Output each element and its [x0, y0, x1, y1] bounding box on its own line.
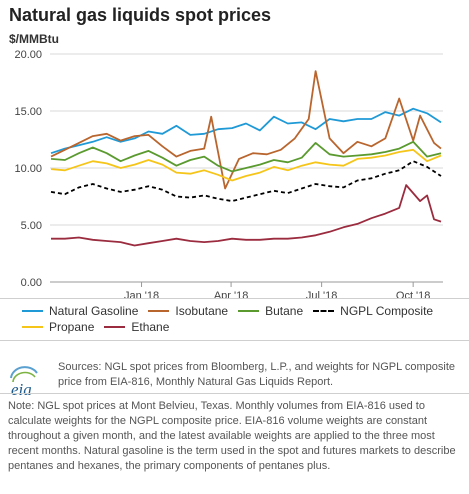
- legend-swatch: [22, 310, 43, 312]
- legend-label: Natural Gasoline: [49, 304, 139, 318]
- legend-swatch: [148, 310, 170, 312]
- legend-bottom-divider: [0, 340, 469, 341]
- line-chart: 0.00 5.00 10.00 15.00 20.00 Jan '18 Apr '18 Jul…: [14, 49, 443, 299]
- series-line-ethane: [51, 184, 442, 247]
- series-line-butane: [50, 140, 442, 173]
- sources-text: Sources: NGL spot prices from Bloomberg,…: [58, 361, 455, 388]
- x-tick-label: Jul '18: [306, 290, 337, 299]
- legend-item: NGPL Composite: [313, 304, 433, 318]
- series-line-ngpl-composite: [50, 160, 442, 202]
- x-tick-label: Jan '18: [124, 290, 159, 299]
- legend-swatch: [238, 310, 260, 312]
- series-line-natural-gasoline: [50, 107, 442, 155]
- y-tick-label: 15.00: [14, 106, 42, 118]
- x-tick-label: Apr '18: [214, 290, 249, 299]
- logo-text: eia: [11, 380, 32, 399]
- x-tick-label: Oct '18: [396, 290, 431, 299]
- y-tick-label: 0.00: [21, 277, 42, 289]
- eia-logo-icon: eia: [10, 366, 38, 399]
- legend-item: Ethane: [104, 320, 169, 334]
- legend-swatch: [22, 326, 43, 328]
- y-tick-label: 20.00: [14, 49, 42, 61]
- legend-label: Ethane: [131, 320, 170, 334]
- legend-item: Natural Gasoline: [22, 304, 138, 318]
- legend-swatch: [104, 326, 126, 328]
- legend-label: NGPL Composite: [340, 304, 434, 318]
- series-line-isobutane: [50, 70, 442, 190]
- legend-top-divider: [0, 298, 469, 299]
- chart-legend: Natural Gasoline Isobutane Butane NGPL Comp…: [22, 303, 442, 335]
- series-line-propane: [50, 148, 442, 182]
- legend-item: Isobutane: [148, 304, 228, 318]
- legend-row: Propane Ethane: [22, 319, 442, 335]
- legend-label: Propane: [49, 320, 95, 334]
- legend-swatch: [313, 310, 335, 312]
- legend-label: Isobutane: [175, 304, 229, 318]
- legend-item: Propane: [22, 320, 94, 334]
- legend-label: Butane: [265, 304, 304, 318]
- y-tick-label: 10.00: [14, 163, 42, 175]
- legend-row: Natural Gasoline Isobutane Butane NGPL Comp…: [22, 303, 442, 319]
- note-text: Note: NGL spot prices at Mont Belvieu, T…: [8, 400, 456, 472]
- unit-label: $/MMBtu: [9, 32, 59, 46]
- legend-item: Butane: [238, 304, 303, 318]
- chart-title: Natural gas liquids spot prices: [9, 5, 272, 25]
- note-divider: [0, 393, 469, 394]
- y-tick-label: 5.00: [21, 220, 42, 232]
